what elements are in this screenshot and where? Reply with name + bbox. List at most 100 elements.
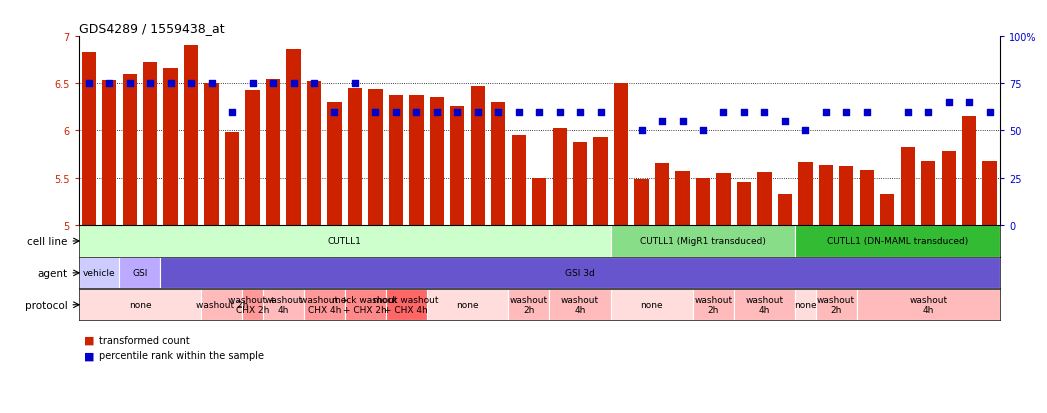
Bar: [900, 148, 915, 225]
Bar: [757, 173, 772, 225]
Text: none: none: [129, 301, 151, 309]
Bar: [369, 90, 382, 225]
Bar: [573, 142, 587, 225]
Point: [81, 81, 97, 88]
Bar: [614, 84, 628, 225]
Text: none: none: [794, 301, 817, 309]
Text: washout +
CHX 2h: washout + CHX 2h: [228, 295, 276, 315]
Bar: [634, 180, 649, 225]
Bar: [225, 133, 240, 225]
Bar: [856, 290, 1000, 320]
Bar: [163, 69, 178, 225]
Point: [183, 81, 200, 88]
Bar: [982, 161, 997, 225]
Point: [306, 81, 322, 88]
Text: washout
4h: washout 4h: [264, 295, 303, 315]
Bar: [307, 81, 321, 225]
Bar: [450, 107, 465, 225]
Bar: [204, 84, 219, 225]
Bar: [245, 91, 260, 225]
Point: [674, 119, 691, 125]
Text: washout
2h: washout 2h: [510, 295, 548, 315]
Point: [633, 128, 650, 135]
Point: [224, 109, 241, 116]
Bar: [693, 290, 734, 320]
Bar: [426, 290, 509, 320]
Bar: [470, 87, 485, 225]
Bar: [79, 258, 119, 289]
Point: [326, 109, 342, 116]
Point: [593, 109, 609, 116]
Bar: [304, 290, 344, 320]
Text: ■: ■: [84, 351, 94, 361]
Point: [859, 109, 875, 116]
Bar: [122, 75, 137, 225]
Point: [961, 100, 978, 106]
Text: washout
2h: washout 2h: [694, 295, 732, 315]
Bar: [266, 79, 281, 225]
Point: [449, 109, 466, 116]
Bar: [344, 290, 385, 320]
Bar: [82, 53, 96, 225]
Text: CUTLL1: CUTLL1: [328, 237, 361, 246]
Point: [244, 81, 261, 88]
Bar: [696, 178, 710, 225]
Bar: [795, 290, 816, 320]
Text: CUTLL1 (DN-MAML transduced): CUTLL1 (DN-MAML transduced): [827, 237, 968, 246]
Point: [408, 109, 425, 116]
Point: [490, 109, 507, 116]
Bar: [550, 290, 610, 320]
Bar: [532, 178, 547, 225]
Bar: [553, 128, 566, 225]
Bar: [734, 290, 795, 320]
Point: [141, 81, 158, 88]
Text: mock washout
+ CHX 4h: mock washout + CHX 4h: [374, 295, 439, 315]
Bar: [79, 226, 610, 257]
Bar: [860, 171, 874, 225]
Bar: [778, 195, 793, 225]
Point: [899, 109, 916, 116]
Point: [265, 81, 282, 88]
Bar: [409, 95, 424, 225]
Point: [940, 100, 957, 106]
Bar: [675, 171, 690, 225]
Point: [162, 81, 179, 88]
Bar: [594, 138, 608, 225]
Point: [981, 109, 998, 116]
Text: percentile rank within the sample: percentile rank within the sample: [99, 351, 265, 361]
Bar: [388, 95, 403, 225]
Bar: [286, 50, 300, 225]
Bar: [79, 290, 201, 320]
Bar: [716, 173, 731, 225]
Bar: [509, 290, 550, 320]
Text: washout
4h: washout 4h: [745, 295, 783, 315]
Text: GDS4289 / 1559438_at: GDS4289 / 1559438_at: [79, 21, 224, 35]
Bar: [263, 290, 304, 320]
Point: [694, 128, 711, 135]
Bar: [839, 167, 853, 225]
Point: [552, 109, 569, 116]
Bar: [491, 103, 506, 225]
Text: GSI: GSI: [132, 269, 148, 278]
Bar: [348, 89, 362, 225]
Bar: [654, 164, 669, 225]
Point: [736, 109, 753, 116]
Point: [101, 81, 117, 88]
Bar: [512, 136, 526, 225]
Text: vehicle: vehicle: [83, 269, 115, 278]
Bar: [962, 117, 977, 225]
Text: CUTLL1 (MigR1 transduced): CUTLL1 (MigR1 transduced): [640, 237, 766, 246]
Text: washout
4h: washout 4h: [909, 295, 948, 315]
Point: [838, 109, 854, 116]
Point: [469, 109, 486, 116]
Text: cell line: cell line: [27, 236, 67, 247]
Point: [387, 109, 404, 116]
Text: washout +
CHX 4h: washout + CHX 4h: [300, 295, 349, 315]
Text: washout
2h: washout 2h: [817, 295, 855, 315]
Bar: [119, 258, 160, 289]
Bar: [921, 161, 935, 225]
Point: [920, 109, 937, 116]
Point: [531, 109, 548, 116]
Point: [367, 109, 384, 116]
Point: [285, 81, 302, 88]
